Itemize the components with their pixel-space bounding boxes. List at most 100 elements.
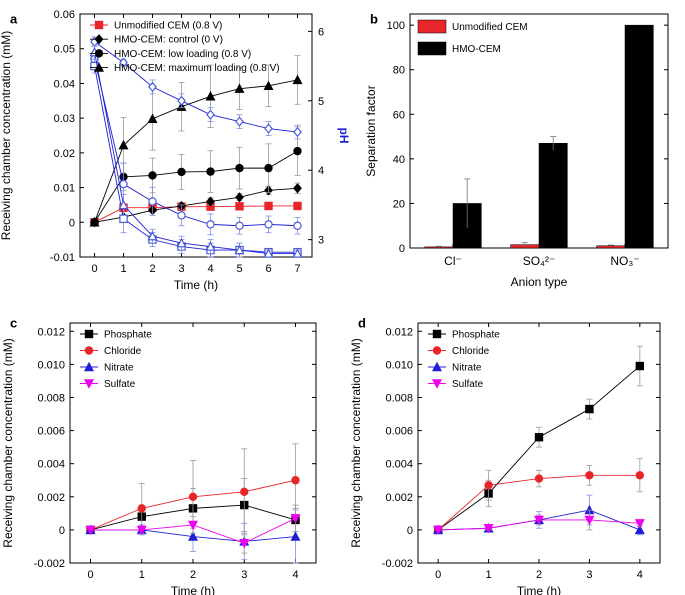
data-point (292, 248, 303, 258)
data-point (484, 481, 493, 490)
x-tick-label: 4 (637, 569, 643, 581)
data-point (206, 220, 215, 229)
y-tick-label: 0.002 (385, 492, 413, 504)
y2-axis-label: pH (337, 128, 351, 144)
legend-marker (84, 361, 94, 372)
y-tick-label: 0 (59, 525, 65, 537)
data-point (635, 361, 645, 371)
x-tick-label: NO₃⁻ (610, 254, 639, 268)
legend-label: Chloride (452, 346, 490, 357)
data-point (188, 520, 198, 531)
legend-item: Nitrate (80, 361, 134, 374)
data-point (206, 109, 215, 120)
chart-panel-a: a 0 1 2 3 4 5 6 7 -0.01 0 0.01 0.02 0.03 0.04 0.05 0.06 3… (0, 9, 351, 292)
y-tick-label: 0.004 (385, 459, 413, 471)
legend-label: HMO-CEM (452, 44, 501, 55)
series-line (437, 365, 641, 531)
data-point (188, 531, 198, 541)
data-point (176, 237, 187, 248)
data-point (585, 471, 594, 480)
series-line (94, 52, 298, 254)
y-tick-label: 0.02 (54, 148, 75, 160)
legend-item: Unmodified CEM (0.8 V) (90, 21, 222, 32)
series-7 (89, 44, 303, 258)
y-axis-label: Receiving chamber concentration (mM) (0, 31, 13, 240)
y2-tick-label: 5 (318, 96, 324, 108)
y-tick-label: 0.008 (37, 392, 65, 404)
data-point (177, 211, 186, 220)
data-point (235, 192, 244, 203)
y-tick-label: 40 (393, 154, 405, 166)
legend-swatch (417, 19, 447, 34)
panel-label: b (370, 12, 378, 27)
x-axis-label: Time (h) (174, 278, 218, 292)
legend-label: Nitrate (104, 363, 134, 374)
data-point (291, 476, 300, 485)
legend-marker (84, 346, 94, 355)
data-point (483, 524, 494, 534)
x-tick-label: 0 (435, 569, 441, 581)
legend-label: HMO-CEM: maximum loading (0.8 V) (114, 63, 280, 74)
x-tick-label: 5 (236, 263, 242, 275)
series-line (94, 205, 298, 223)
x-tick-label: 2 (149, 263, 155, 275)
y-tick-label: 0.01 (54, 183, 75, 195)
y-axis-label: Receiving chamber concentration (mM) (349, 338, 363, 547)
panel-label: c (10, 316, 17, 331)
data-point (206, 196, 215, 207)
data-point (263, 80, 274, 91)
data-point (206, 167, 215, 176)
data-point (118, 139, 129, 150)
data-point (635, 471, 645, 480)
legend-marker (84, 379, 94, 389)
legend-item: HMO-CEM: low loading (0.8 V) (90, 49, 251, 60)
x-tick-label: 3 (586, 569, 592, 581)
data-point (264, 220, 273, 229)
legend-label: HMO-CEM: control (0 V) (114, 35, 223, 46)
legend-label: Nitrate (452, 363, 482, 374)
data-point (119, 179, 128, 189)
x-tick-label: 2 (536, 569, 542, 581)
data-point (634, 524, 645, 535)
data-point (264, 163, 273, 173)
data-point (235, 221, 244, 230)
y-tick-label: 0.006 (37, 426, 65, 438)
data-point (89, 216, 100, 227)
bar (624, 24, 654, 249)
legend-marker (432, 329, 442, 339)
x-tick-label: 1 (120, 263, 126, 275)
data-point (235, 116, 244, 127)
chart-panel-b: b 0 20 40 60 80 100 Cl⁻ SO₄²⁻ NO₃⁻ Anion type Separ… (364, 12, 669, 289)
y-tick-label: 0.06 (54, 9, 75, 21)
legend-marker (94, 49, 104, 58)
legend-label: Phosphate (104, 330, 152, 341)
y-tick-label: 0.012 (37, 326, 65, 338)
series-2 (90, 126, 302, 227)
data-point (290, 531, 301, 541)
panel-label: a (10, 12, 18, 27)
series-4 (90, 36, 302, 140)
data-point (293, 201, 302, 211)
data-point (239, 538, 250, 549)
legend-item: HMO-CEM (417, 41, 501, 56)
data-point (584, 515, 595, 526)
data-point (240, 487, 249, 497)
x-axis-label: Anion type (511, 275, 568, 289)
y-tick-label: 0 (407, 525, 413, 537)
x-axis-label: Time (h) (517, 584, 561, 595)
data-point (119, 57, 128, 68)
data-point (119, 214, 128, 224)
data-point (534, 433, 544, 442)
data-point (188, 492, 198, 501)
legend-item: Phosphate (428, 330, 500, 341)
y-tick-label: 0.05 (54, 44, 75, 56)
legend-item: HMO-CEM: control (0 V) (90, 34, 223, 46)
y-tick-label: 0 (69, 217, 75, 229)
data-point (234, 244, 245, 255)
data-point (534, 474, 544, 483)
data-point (293, 183, 302, 194)
data-point (292, 74, 303, 85)
data-point (137, 504, 146, 513)
legend-marker (94, 34, 104, 45)
